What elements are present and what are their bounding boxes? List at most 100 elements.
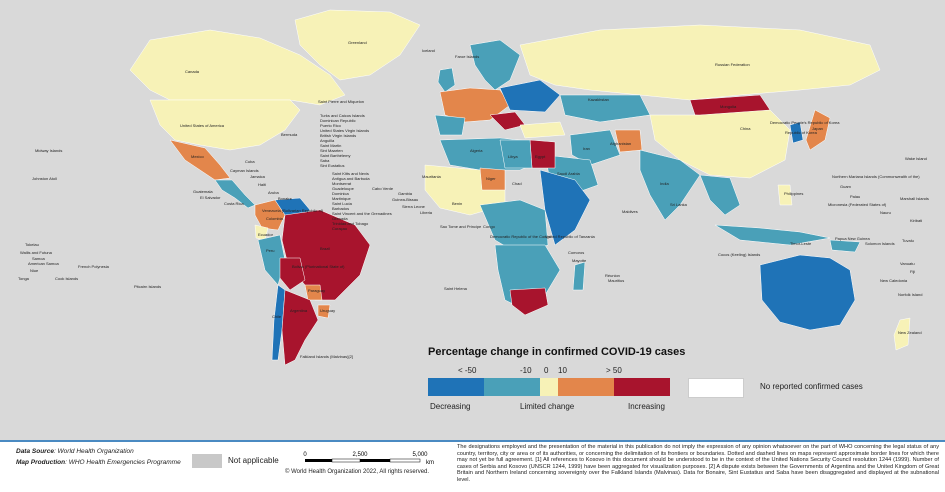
- bonaire-label: Bonaire: [278, 196, 293, 201]
- solomon-label: Solomon Islands: [865, 241, 895, 246]
- disclaimer: The designations employed and the presen…: [457, 444, 939, 483]
- madagascar-region: [572, 261, 586, 291]
- new-zealand-region: [893, 317, 911, 351]
- usa-region: [149, 99, 301, 151]
- svg-text:Grenada: Grenada: [332, 216, 348, 221]
- canada-region: [129, 29, 346, 106]
- data-source: Data Source: World Health Organization: [16, 448, 134, 455]
- data-source-label: Data Source: [16, 448, 54, 455]
- kazakhstan-label: Kazakhstan: [588, 97, 609, 102]
- american-samoa-label: American Samoa: [28, 261, 59, 266]
- benin-label: Benin: [452, 201, 462, 206]
- ecuador-label: Ecuador: [258, 232, 274, 237]
- legend-tick-10: 10: [558, 366, 567, 375]
- central-africa-region: [479, 199, 549, 256]
- comoros-label: Comoros: [568, 250, 584, 255]
- haiti-label: Haiti: [258, 182, 266, 187]
- paraguay-region: [304, 284, 323, 301]
- uruguay-region: [317, 304, 331, 319]
- libya-region: [499, 139, 533, 169]
- legend-tick-lt-50: < -50: [458, 366, 477, 375]
- footer: [0, 442, 945, 492]
- turkey-region: [519, 121, 566, 139]
- paraguay-label: Paraguay: [308, 288, 325, 293]
- china-region: [649, 109, 791, 179]
- korea-region: [789, 121, 804, 144]
- maldives-label: Maldives: [622, 209, 638, 214]
- scale-tick-5000: 5,000: [412, 452, 428, 458]
- jamaica-label: Jamaica: [250, 174, 266, 179]
- guam-label: Guam: [840, 184, 852, 189]
- legend-swatch-strong-decrease: [428, 378, 484, 396]
- nmi-label: Northern Mariana Islands (Commonwealth o…: [832, 174, 920, 179]
- japan-label: Japan: [812, 126, 823, 131]
- data-source-value: : World Health Organization: [53, 448, 134, 455]
- congo-label: Congo: [483, 224, 496, 229]
- svg-text:Turks and Caicos Islands: Turks and Caicos Islands: [320, 113, 365, 118]
- svg-text:Barbados: Barbados: [332, 206, 349, 211]
- legend-tick-zero: 0: [544, 366, 549, 375]
- svg-text:Saint Martin: Saint Martin: [320, 143, 341, 148]
- bermuda-label: Bermuda: [281, 132, 298, 137]
- bolivia-region: [279, 257, 306, 291]
- iran-label: Iran: [583, 146, 590, 151]
- legend-tick-gt-50: > 50: [606, 366, 622, 375]
- mongolia-label: Mongolia: [720, 104, 737, 109]
- scale-unit: km: [426, 460, 434, 466]
- not-applicable-label: Not applicable: [228, 456, 279, 465]
- chad-label: Chad: [512, 181, 522, 186]
- russia-label: Russian Federation: [715, 62, 750, 67]
- svg-text:Montserrat: Montserrat: [332, 181, 352, 186]
- russia-region: [519, 24, 881, 101]
- usa-label: United States of America: [180, 123, 225, 128]
- sao-tome-label: Sao Tome and Principe: [440, 224, 482, 229]
- legend-swatch-increase: [558, 378, 614, 396]
- india-label: India: [660, 181, 669, 186]
- copyright: © World Health Organization 2022, All ri…: [285, 469, 430, 475]
- sri-lanka-label: Sri Lanka: [670, 202, 688, 207]
- afghanistan-region: [614, 129, 643, 153]
- midway-label: Midway Islands: [35, 148, 62, 153]
- palau-label: Palau: [850, 194, 860, 199]
- venezuela-label: Venezuela (Bolivarian Republic of): [262, 208, 324, 213]
- el-salvador-label: El Salvador: [200, 195, 221, 200]
- se-asia-region: [699, 174, 741, 216]
- niger-region: [479, 167, 506, 191]
- svg-text:Martinique: Martinique: [332, 196, 351, 201]
- kiribati-label: Kiribati: [910, 218, 922, 223]
- philippines-region: [777, 184, 793, 206]
- svg-text:Curaçao: Curaçao: [332, 226, 348, 231]
- china-label: China: [740, 126, 751, 131]
- micronesia-label: Micronesia (Federated States of): [828, 202, 887, 207]
- chile-label: Chile: [272, 314, 282, 319]
- uk-region: [437, 67, 456, 93]
- svg-text:Puerto Rico: Puerto Rico: [320, 123, 342, 128]
- uruguay-label: Uruguay: [320, 308, 335, 313]
- mayotte-label: Mayotte: [572, 258, 587, 263]
- svg-text:Saba: Saba: [320, 158, 330, 163]
- peru-label: Peru: [266, 248, 274, 253]
- indonesia-region: [714, 224, 831, 246]
- faroe-label: Faroe Islands: [455, 54, 479, 59]
- brazil-label: Brazil: [320, 246, 330, 251]
- legend-swatch-strong-increase: [614, 378, 670, 396]
- french-polynesia-label: French Polynesia: [78, 264, 110, 269]
- svg-text:Guadeloupe: Guadeloupe: [332, 186, 355, 191]
- legend-limited: Limited change: [520, 402, 575, 411]
- sierra-leone-label: Sierra Leone: [402, 204, 426, 209]
- legend-decreasing: Decreasing: [430, 402, 471, 411]
- svg-text:Saint Lucia: Saint Lucia: [332, 201, 353, 206]
- samoa-label: Samoa: [32, 256, 45, 261]
- fiji-label: Fiji: [910, 269, 915, 274]
- saudi-label: Saudi Arabia: [557, 171, 580, 176]
- cayman-label: Cayman Islands: [230, 168, 259, 173]
- footer-divider: [0, 440, 945, 442]
- legend-title: Percentage change in confirmed COVID-19 …: [428, 346, 686, 358]
- guinea-bissau-label: Guinea-Bissau: [392, 197, 418, 202]
- mexico-region: [169, 139, 231, 181]
- wallis-label: Wallis and Futuna: [20, 250, 53, 255]
- argentina-label: Argentina: [290, 308, 308, 313]
- costa-rica-label: Costa Rica: [224, 201, 244, 206]
- greenland-label: Greenland: [348, 40, 367, 45]
- afghanistan-label: Afghanistan: [610, 141, 631, 146]
